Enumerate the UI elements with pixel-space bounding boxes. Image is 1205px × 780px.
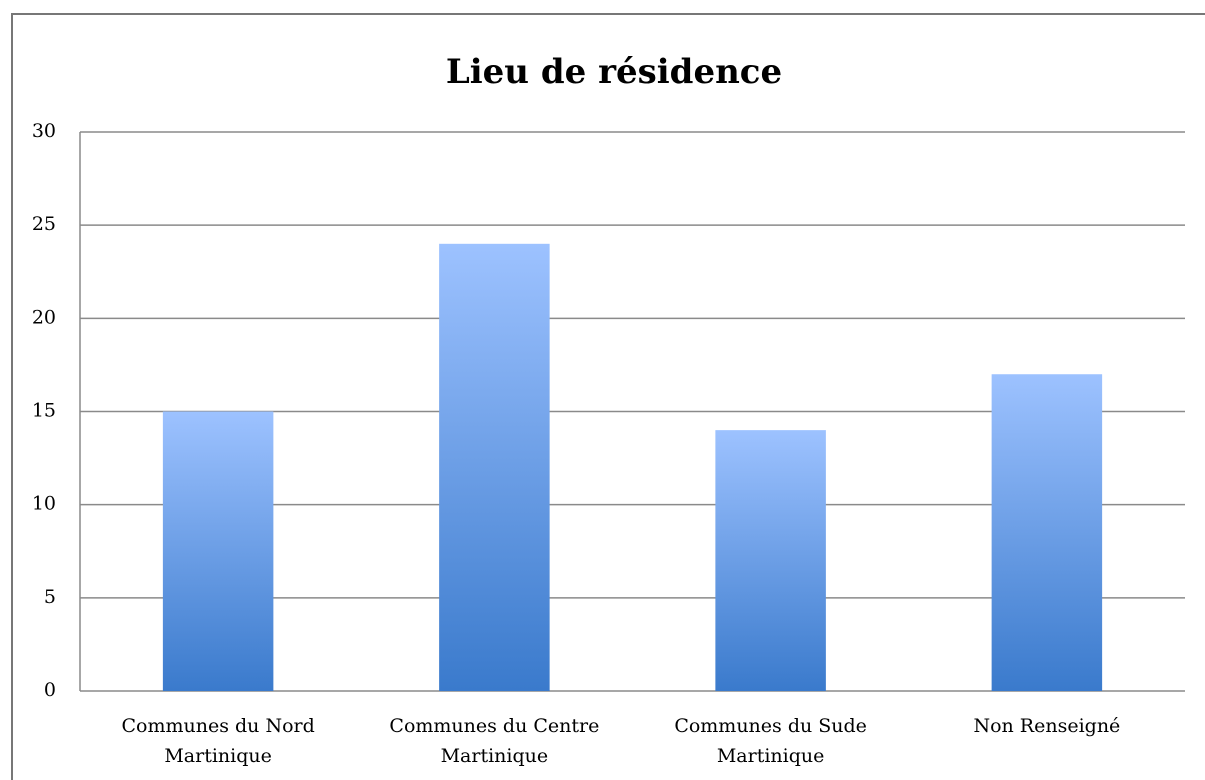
chart-frame xyxy=(11,13,1205,780)
y-tick-label: 15 xyxy=(32,400,56,422)
y-tick-label: 20 xyxy=(32,306,56,328)
chart-title: Lieu de résidence xyxy=(446,52,782,92)
y-tick-label: 0 xyxy=(44,679,56,701)
y-tick-label: 30 xyxy=(32,120,56,142)
bar xyxy=(162,411,274,691)
y-tick-label: 5 xyxy=(44,586,56,608)
bar xyxy=(439,243,550,692)
x-tick-label: Communes du Nord Martinique xyxy=(121,715,315,767)
x-tick-label: Communes du Sude Martinique xyxy=(674,715,867,767)
bar xyxy=(991,374,1103,691)
y-tick-label: 10 xyxy=(32,493,56,515)
y-tick-label: 25 xyxy=(32,213,56,235)
bar xyxy=(715,430,826,691)
x-tick-label: Non Renseigné xyxy=(973,715,1121,737)
x-tick-label: Communes du Centre Martinique xyxy=(389,715,600,767)
